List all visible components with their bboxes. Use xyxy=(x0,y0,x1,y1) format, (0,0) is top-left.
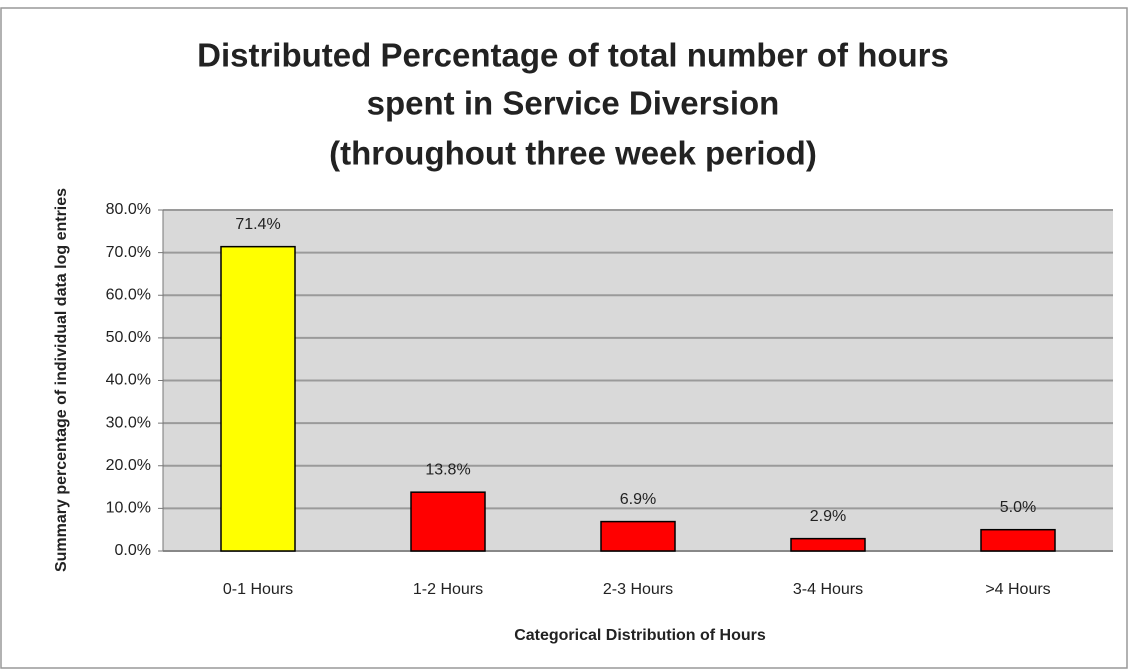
x-axis-title: Categorical Distribution of Hours xyxy=(514,627,766,644)
value-label: 71.4% xyxy=(235,216,280,233)
x-tick-label: 2-3 Hours xyxy=(603,581,673,598)
chart-title: (throughout three week period) xyxy=(329,135,817,172)
y-tick-label: 30.0% xyxy=(106,414,151,431)
value-label: 5.0% xyxy=(1000,499,1036,516)
y-tick-label: 80.0% xyxy=(106,201,151,218)
chart-title: Distributed Percentage of total number o… xyxy=(197,37,949,74)
value-label: 2.9% xyxy=(810,508,846,525)
x-tick-label: 1-2 Hours xyxy=(413,581,483,598)
y-tick-label: 70.0% xyxy=(106,244,151,261)
y-axis-title: Summary percentage of individual data lo… xyxy=(53,188,70,572)
chart-title: spent in Service Diversion xyxy=(367,85,780,122)
y-tick-label: 20.0% xyxy=(106,457,151,474)
bar xyxy=(790,537,866,552)
y-tick-label: 50.0% xyxy=(106,329,151,346)
y-tick-label: 10.0% xyxy=(106,500,151,517)
y-tick-label: 0.0% xyxy=(115,542,151,559)
bar xyxy=(410,491,486,552)
bar xyxy=(980,528,1056,552)
y-tick-label: 40.0% xyxy=(106,372,151,389)
bar xyxy=(600,520,676,552)
x-tick-label: >4 Hours xyxy=(985,581,1050,598)
value-label: 13.8% xyxy=(425,461,470,478)
bar xyxy=(220,245,296,552)
x-tick-label: 3-4 Hours xyxy=(793,581,863,598)
x-tick-label: 0-1 Hours xyxy=(223,581,293,598)
value-label: 6.9% xyxy=(620,491,656,508)
y-tick-label: 60.0% xyxy=(106,286,151,303)
